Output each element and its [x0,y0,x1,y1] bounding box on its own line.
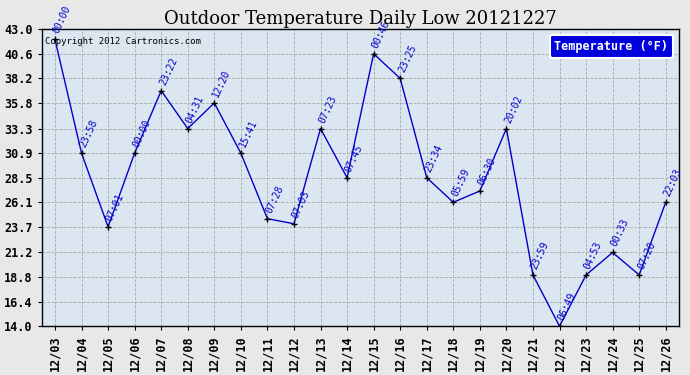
Text: 00:00: 00:00 [52,4,73,35]
Text: 23:22: 23:22 [158,56,179,87]
Text: 07:03: 07:03 [290,189,312,220]
Text: 12:20: 12:20 [210,68,233,99]
Text: 04:53: 04:53 [582,240,604,271]
Text: 00:00: 00:00 [131,118,152,149]
Text: 06:49: 06:49 [556,291,578,322]
Text: 23:25: 23:25 [397,44,418,74]
Text: 07:20: 07:20 [635,240,657,271]
Title: Outdoor Temperature Daily Low 20121227: Outdoor Temperature Daily Low 20121227 [164,10,557,28]
Text: 00:46: 00:46 [370,19,392,50]
Text: 23:59: 23:59 [529,240,551,271]
Text: 23:34: 23:34 [423,142,445,174]
Text: 07:23: 07:23 [317,93,339,124]
Text: 04:31: 04:31 [184,93,206,124]
Legend: Temperature (°F): Temperature (°F) [550,35,673,58]
Text: 23:58: 23:58 [78,118,99,149]
Text: 07:01: 07:01 [105,192,126,223]
Text: 20:02: 20:02 [503,93,524,124]
Text: 07:45: 07:45 [344,142,365,174]
Text: 06:30: 06:30 [476,156,497,187]
Text: 22:03: 22:03 [662,167,684,198]
Text: 15:41: 15:41 [237,118,259,149]
Text: Copyright 2012 Cartronics.com: Copyright 2012 Cartronics.com [45,37,201,46]
Text: 05:59: 05:59 [450,167,471,198]
Text: 00:33: 00:33 [609,217,631,248]
Text: 07:28: 07:28 [264,184,286,214]
